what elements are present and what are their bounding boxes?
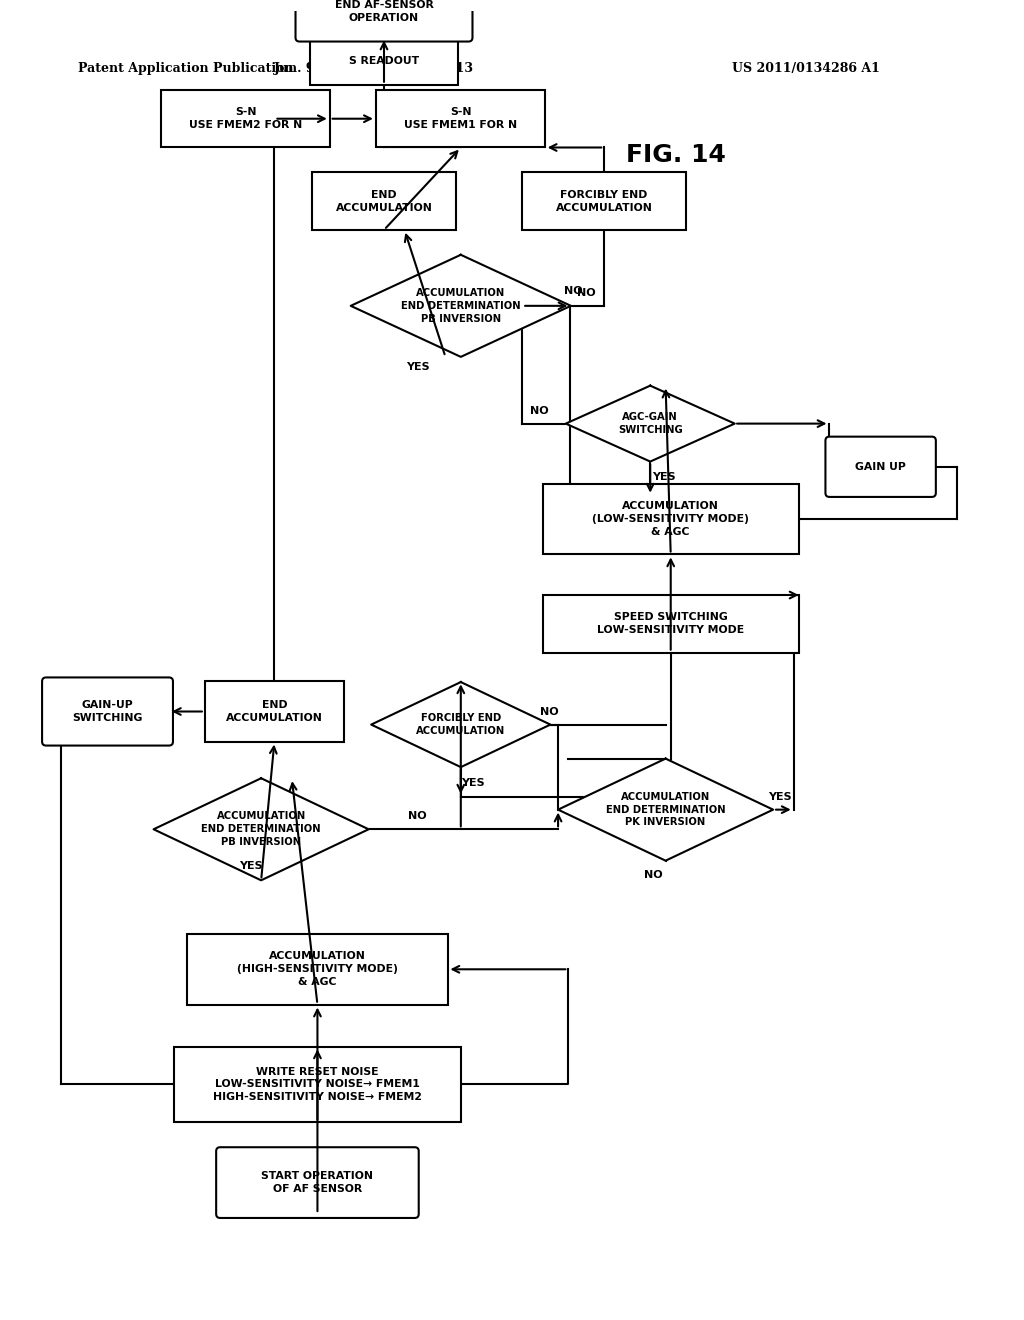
- Text: Jun. 9, 2011   Sheet 12 of 13: Jun. 9, 2011 Sheet 12 of 13: [273, 62, 474, 75]
- Polygon shape: [372, 682, 551, 767]
- Text: US 2011/0134286 A1: US 2011/0134286 A1: [732, 62, 880, 75]
- Bar: [312, 173, 456, 230]
- Text: YES: YES: [406, 362, 430, 372]
- Text: END
ACCUMULATION: END ACCUMULATION: [336, 190, 432, 213]
- Text: YES: YES: [461, 779, 485, 788]
- FancyBboxPatch shape: [296, 0, 472, 41]
- Text: GAIN UP: GAIN UP: [855, 462, 906, 471]
- Text: FORCIBLY END
ACCUMULATION: FORCIBLY END ACCUMULATION: [416, 713, 506, 737]
- Text: NO: NO: [564, 286, 583, 297]
- Bar: [161, 90, 330, 148]
- Text: NO: NO: [540, 706, 558, 717]
- Text: S-N
USE FMEM1 FOR N: S-N USE FMEM1 FOR N: [404, 107, 517, 131]
- Polygon shape: [350, 255, 571, 356]
- Bar: [543, 484, 799, 554]
- Text: NO: NO: [644, 870, 663, 880]
- Text: ACCUMULATION
END DETERMINATION
PK INVERSION: ACCUMULATION END DETERMINATION PK INVERS…: [606, 792, 725, 828]
- Bar: [543, 595, 799, 652]
- Bar: [377, 90, 545, 148]
- Text: YES: YES: [239, 861, 263, 871]
- FancyBboxPatch shape: [42, 677, 173, 746]
- Text: SPEED SWITCHING
LOW-SENSITIVITY MODE: SPEED SWITCHING LOW-SENSITIVITY MODE: [597, 612, 744, 635]
- Bar: [522, 173, 686, 230]
- Bar: [174, 1047, 461, 1122]
- Text: WRITE RESET NOISE
LOW-SENSITIVITY NOISE→ FMEM1
HIGH-SENSITIVITY NOISE→ FMEM2: WRITE RESET NOISE LOW-SENSITIVITY NOISE→…: [213, 1067, 422, 1102]
- Bar: [309, 37, 459, 84]
- Text: ACCUMULATION
END DETERMINATION
PB INVERSION: ACCUMULATION END DETERMINATION PB INVERS…: [401, 288, 520, 323]
- Text: FORCIBLY END
ACCUMULATION: FORCIBLY END ACCUMULATION: [556, 190, 652, 213]
- Text: YES: YES: [768, 792, 793, 801]
- Text: AGC-GAIN
SWITCHING: AGC-GAIN SWITCHING: [617, 412, 683, 436]
- Bar: [186, 935, 449, 1005]
- Text: NO: NO: [578, 288, 596, 298]
- Bar: [205, 681, 344, 742]
- Text: END AF-SENSOR
OPERATION: END AF-SENSOR OPERATION: [335, 0, 433, 22]
- Polygon shape: [558, 759, 773, 861]
- Text: S READOUT: S READOUT: [349, 57, 419, 66]
- Text: END
ACCUMULATION: END ACCUMULATION: [226, 700, 323, 723]
- Text: YES: YES: [651, 473, 676, 482]
- Polygon shape: [565, 385, 735, 462]
- FancyBboxPatch shape: [216, 1147, 419, 1218]
- Text: FIG. 14: FIG. 14: [626, 144, 726, 168]
- Text: NO: NO: [409, 812, 427, 821]
- Text: ACCUMULATION
(LOW-SENSITIVITY MODE)
& AGC: ACCUMULATION (LOW-SENSITIVITY MODE) & AG…: [592, 502, 750, 537]
- Text: GAIN-UP
SWITCHING: GAIN-UP SWITCHING: [73, 700, 142, 723]
- Text: ACCUMULATION
(HIGH-SENSITIVITY MODE)
& AGC: ACCUMULATION (HIGH-SENSITIVITY MODE) & A…: [237, 952, 398, 987]
- FancyBboxPatch shape: [825, 437, 936, 496]
- Text: S-N
USE FMEM2 FOR N: S-N USE FMEM2 FOR N: [189, 107, 302, 131]
- Text: Patent Application Publication: Patent Application Publication: [78, 62, 293, 75]
- Text: ACCUMULATION
END DETERMINATION
PB INVERSION: ACCUMULATION END DETERMINATION PB INVERS…: [202, 812, 321, 847]
- Text: NO: NO: [530, 405, 549, 416]
- Text: START OPERATION
OF AF SENSOR: START OPERATION OF AF SENSOR: [261, 1171, 374, 1195]
- Polygon shape: [154, 779, 369, 880]
